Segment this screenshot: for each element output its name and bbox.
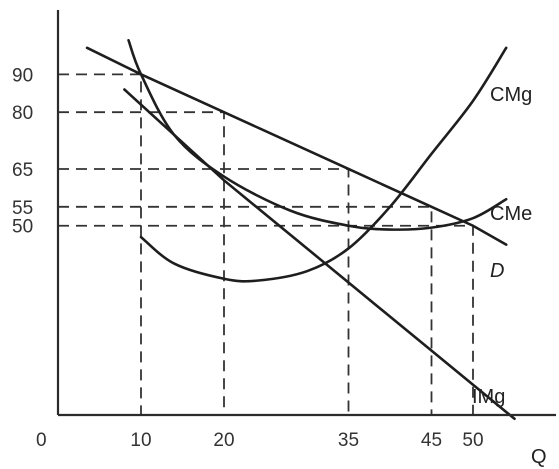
y-tick-90: 90	[12, 65, 33, 86]
curve-labels: D IMg CMg CMe	[472, 84, 532, 408]
guide-q50-p50	[58, 224, 474, 415]
guide-lines	[58, 73, 474, 415]
x-tick-50: 50	[462, 430, 483, 451]
curve-cme	[127, 38, 508, 231]
curve-img	[123, 88, 516, 421]
guide-q10-p90	[58, 73, 142, 415]
y-tick-50: 50	[12, 217, 33, 238]
guide-q45-p55	[58, 205, 433, 415]
label-cme: CMe	[490, 203, 532, 225]
label-cmg: CMg	[490, 84, 532, 106]
curve-cmg	[139, 46, 508, 283]
label-d: D	[490, 260, 504, 282]
x-tick-10: 10	[130, 430, 151, 451]
y-tick-65: 65	[12, 160, 33, 181]
guide-q35-p65	[58, 168, 350, 415]
x-tick-45: 45	[421, 430, 442, 451]
x-tick-35: 35	[338, 430, 359, 451]
label-img: IMg	[472, 386, 505, 408]
y-tick-55: 55	[12, 198, 33, 219]
x-axis-title: Q	[531, 446, 547, 468]
y-tick-80: 80	[12, 103, 33, 124]
curve-d	[85, 46, 508, 246]
curves	[85, 38, 516, 421]
x-tick-20: 20	[213, 430, 234, 451]
origin-label: 0	[36, 430, 47, 451]
